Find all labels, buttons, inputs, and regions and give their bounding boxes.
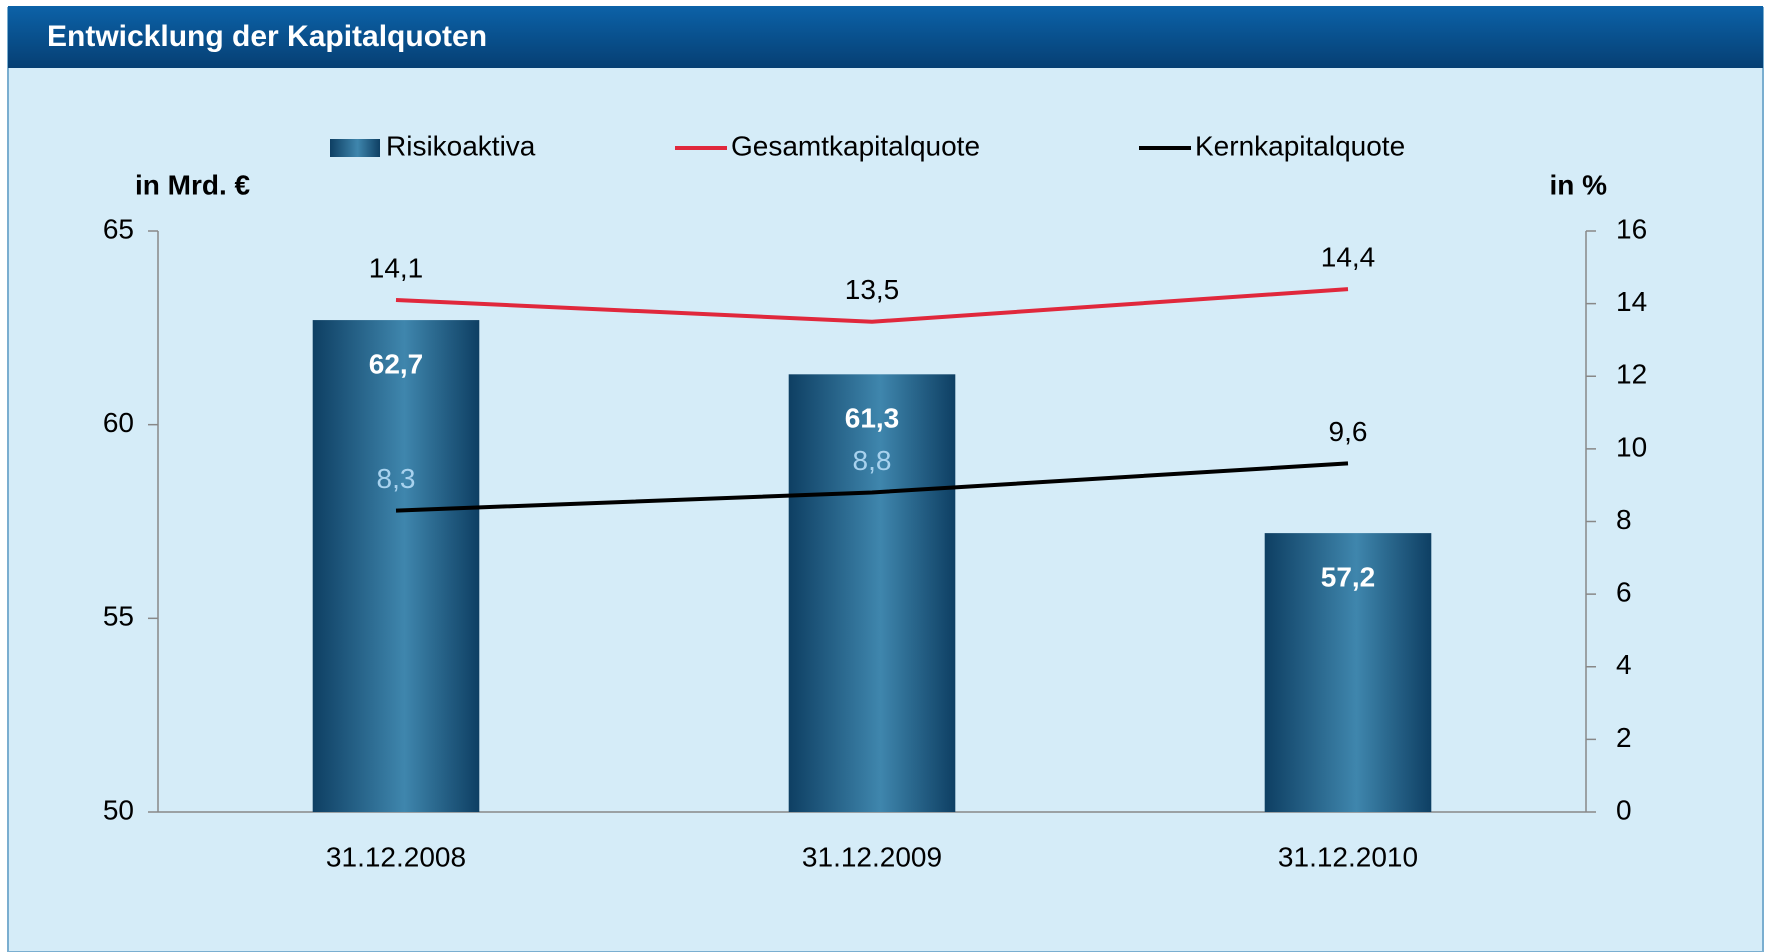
legend-label: Kernkapitalquote xyxy=(1195,130,1405,161)
y-tick-label: 55 xyxy=(103,601,134,632)
line-value-label: 8,3 xyxy=(377,463,416,494)
y-tick-label: 60 xyxy=(103,407,134,438)
line-value-label: 9,6 xyxy=(1329,416,1368,447)
line-value-label: 14,1 xyxy=(369,252,424,283)
line-value-label: 13,5 xyxy=(845,274,900,305)
header-bar xyxy=(8,6,1763,68)
bar xyxy=(312,320,480,812)
chart-title: Entwicklung der Kapitalquoten xyxy=(47,20,487,53)
y2-tick-label: 6 xyxy=(1616,577,1632,608)
y2-tick-label: 2 xyxy=(1616,722,1632,753)
line xyxy=(395,461,1349,513)
y2-tick-label: 12 xyxy=(1616,359,1647,390)
y2-tick-label: 0 xyxy=(1616,794,1632,825)
line-value-label: 14,4 xyxy=(1321,241,1376,272)
legend-label: Gesamtkapitalquote xyxy=(731,130,980,161)
bar-value-label: 62,7 xyxy=(369,348,424,379)
x-tick-label: 31.12.2009 xyxy=(802,841,942,872)
y-tick-label: 65 xyxy=(103,213,134,244)
line-value-label: 8,8 xyxy=(853,445,892,476)
bar-value-label: 57,2 xyxy=(1321,562,1376,593)
y2-tick-label: 8 xyxy=(1616,504,1632,535)
y2-tick-label: 14 xyxy=(1616,286,1647,317)
y2-tick-label: 16 xyxy=(1616,213,1647,244)
y2-tick-label: 10 xyxy=(1616,431,1647,462)
y2-tick-label: 4 xyxy=(1616,649,1632,680)
line xyxy=(395,287,1349,324)
y2-axis-label: in % xyxy=(1549,169,1607,200)
bar xyxy=(788,374,956,812)
x-tick-label: 31.12.2008 xyxy=(326,841,466,872)
bar-value-label: 61,3 xyxy=(845,403,900,434)
x-tick-label: 31.12.2010 xyxy=(1278,841,1418,872)
y-axis-label: in Mrd. € xyxy=(135,169,251,200)
bar xyxy=(1264,533,1432,812)
legend-label: Risikoaktiva xyxy=(386,130,536,161)
legend-swatch xyxy=(330,139,380,157)
y-tick-label: 50 xyxy=(103,794,134,825)
